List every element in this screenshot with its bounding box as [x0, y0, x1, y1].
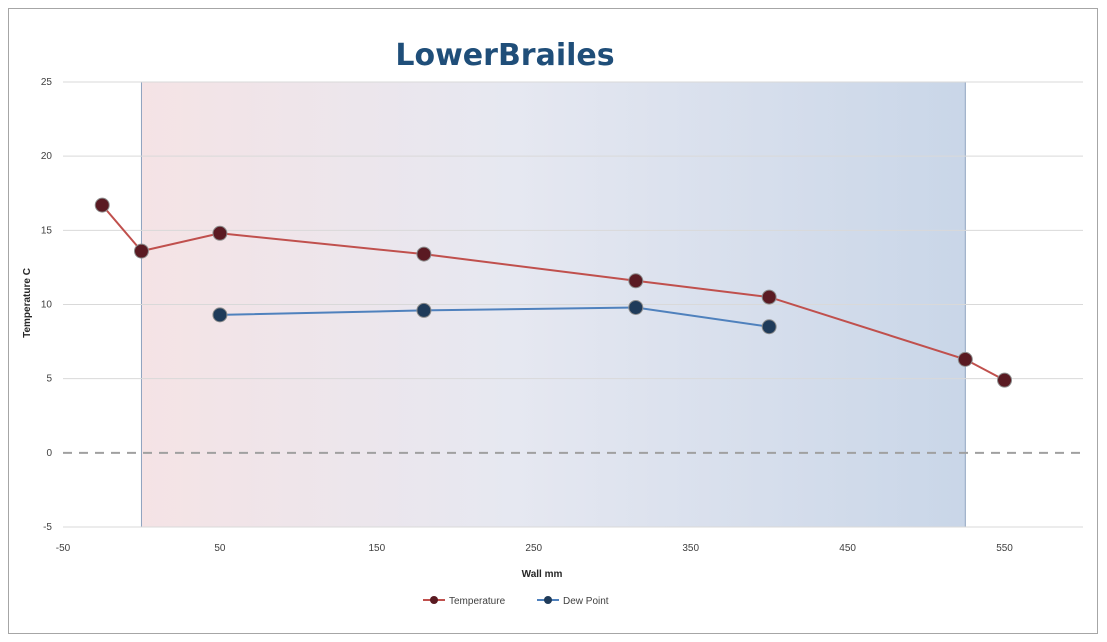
data-point [416, 302, 432, 318]
x-tick-label: 150 [369, 543, 386, 554]
series-dew-point [212, 299, 777, 335]
legend-label: Dew Point [563, 596, 609, 607]
y-tick-label: 20 [41, 151, 53, 162]
y-axis-title: Temperature C [22, 268, 33, 338]
x-tick-label: 450 [839, 543, 856, 554]
y-tick-label: 5 [46, 374, 52, 385]
legend-item: Temperature [423, 596, 506, 607]
data-point [416, 246, 432, 262]
y-tick-label: 25 [41, 77, 53, 88]
series-temperature [94, 197, 1013, 388]
series-line [101, 204, 1005, 381]
data-point [761, 319, 777, 335]
x-tick-label: 250 [525, 543, 542, 554]
legend-marker [544, 596, 552, 604]
x-axis-title: Wall mm [522, 569, 563, 580]
y-tick-label: 15 [41, 225, 53, 236]
data-point [133, 243, 149, 259]
legend-item: Dew Point [537, 596, 609, 607]
data-point [212, 225, 228, 241]
y-tick-label: 10 [41, 300, 53, 311]
chart-title: LowerBrailes [395, 38, 614, 73]
legend-label: Temperature [449, 596, 506, 607]
data-point [212, 307, 228, 323]
data-point [94, 197, 110, 213]
legend: Temperature Dew Point [423, 596, 609, 607]
legend-marker [430, 596, 438, 604]
x-tick-label: 550 [996, 543, 1013, 554]
data-point [628, 273, 644, 289]
y-tick-label: -5 [43, 522, 52, 533]
series-line [219, 306, 770, 328]
x-tick-label: -50 [56, 543, 71, 554]
data-point [957, 351, 973, 367]
data-point [997, 372, 1013, 388]
y-tick-label: 0 [46, 448, 52, 459]
data-point [628, 299, 644, 315]
x-tick-label: 50 [214, 543, 226, 554]
data-point [761, 289, 777, 305]
x-tick-label: 350 [682, 543, 699, 554]
